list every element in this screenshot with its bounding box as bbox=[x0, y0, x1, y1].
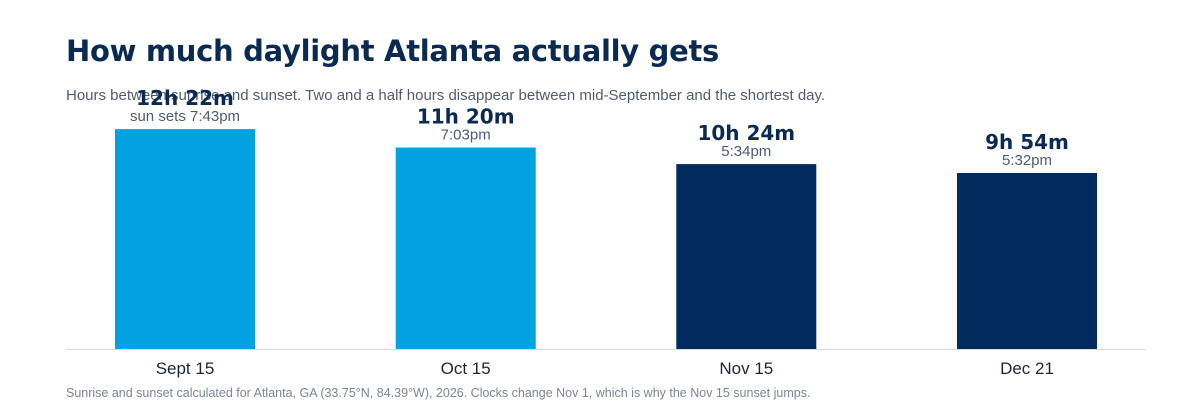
bar bbox=[395, 147, 536, 349]
bar-sunset-label: 5:32pm bbox=[1002, 152, 1052, 169]
chart-footnote: Sunrise and sunset calculated for Atlant… bbox=[66, 386, 811, 400]
category-tick-label: Sept 15 bbox=[156, 359, 215, 378]
chart-subtitle: Hours between sunrise and sunset. Two an… bbox=[66, 87, 826, 104]
bar-sunset-label: sun sets 7:43pm bbox=[130, 108, 240, 125]
chart-title: How much daylight Atlanta actually gets bbox=[66, 34, 720, 68]
bar-value-label: 9h 54m bbox=[985, 130, 1069, 154]
bar-value-label: 10h 24m bbox=[697, 121, 795, 145]
bar-value-label: 11h 20m bbox=[417, 105, 515, 129]
bar-sunset-label: 7:03pm bbox=[441, 127, 491, 144]
bar-sunset-label: 5:34pm bbox=[721, 143, 771, 160]
bar bbox=[676, 164, 817, 349]
category-tick-label: Nov 15 bbox=[719, 359, 773, 378]
bar bbox=[957, 173, 1097, 349]
category-tick-label: Dec 21 bbox=[1000, 359, 1054, 378]
bar-value-label: 12h 22m bbox=[136, 86, 234, 110]
bar bbox=[115, 129, 255, 349]
category-tick-label: Oct 15 bbox=[441, 359, 491, 378]
